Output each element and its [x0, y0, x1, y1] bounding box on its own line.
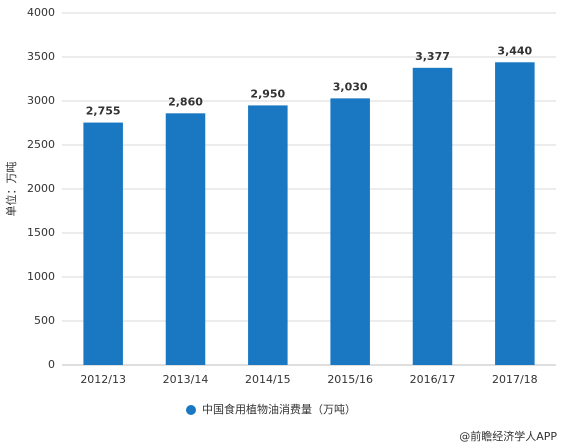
bar [83, 122, 123, 365]
legend-marker [186, 405, 196, 415]
value-label: 2,755 [86, 105, 121, 118]
value-label: 3,030 [333, 80, 368, 93]
y-tick-label: 500 [34, 314, 55, 327]
y-axis-label: 单位：万吨 [4, 162, 18, 217]
source: @前瞻经济学人APP [459, 429, 557, 443]
y-tick-label: 1000 [27, 270, 55, 283]
bar [412, 67, 453, 365]
x-tick-label: 2015/16 [327, 373, 373, 386]
value-label: 2,860 [168, 95, 203, 108]
x-tick-label: 2013/14 [163, 373, 209, 386]
y-tick-label: 4000 [27, 6, 55, 19]
y-tick-label: 3500 [27, 50, 55, 63]
y-tick-label: 2500 [27, 138, 55, 151]
legend-label: 中国食用植物油消费量（万吨） [202, 402, 356, 416]
bar [165, 113, 206, 365]
bar [248, 105, 288, 366]
x-tick-label: 2012/13 [80, 373, 126, 386]
x-tick-label: 2016/17 [410, 373, 456, 386]
y-tick-label: 3000 [27, 94, 55, 107]
bar [330, 98, 370, 366]
bar [495, 62, 535, 365]
value-label: 2,950 [250, 87, 285, 100]
y-tick-label: 0 [48, 358, 55, 371]
y-tick-label: 1500 [27, 226, 55, 239]
value-label: 3,377 [415, 50, 450, 63]
x-tick-label: 2017/18 [492, 373, 538, 386]
y-tick-label: 2000 [27, 182, 55, 195]
value-label: 3,440 [497, 44, 532, 57]
x-tick-label: 2014/15 [245, 373, 291, 386]
